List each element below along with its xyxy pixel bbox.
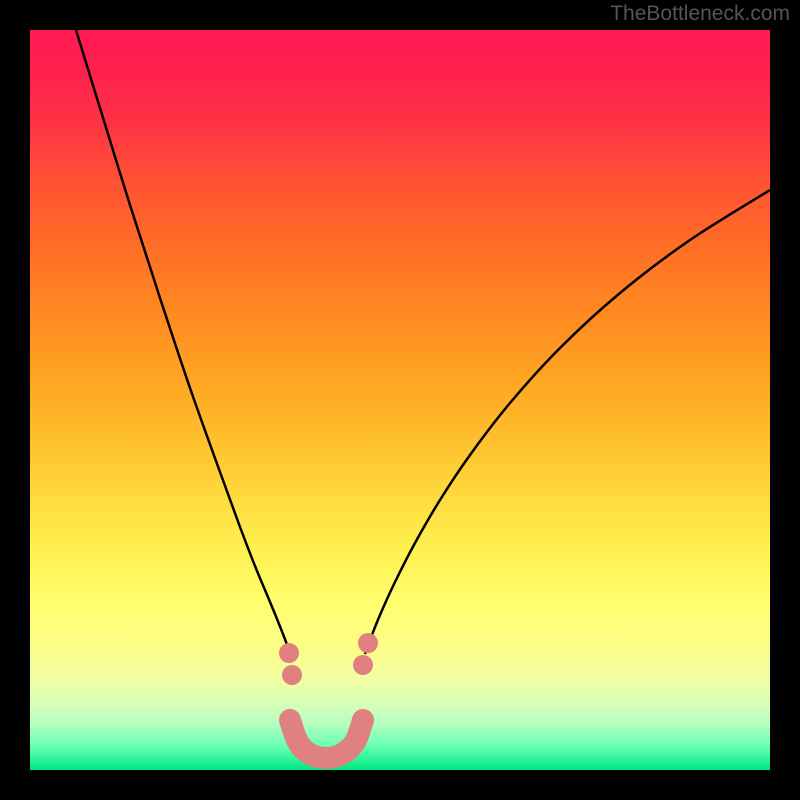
- valley-bottom-band: [290, 720, 363, 758]
- right-curve: [365, 190, 770, 654]
- valley-left-markers: [279, 643, 302, 685]
- watermark-text: TheBottleneck.com: [610, 2, 790, 26]
- left-curve: [76, 30, 292, 657]
- chart-curves: [30, 30, 770, 770]
- plot-area: [30, 30, 770, 770]
